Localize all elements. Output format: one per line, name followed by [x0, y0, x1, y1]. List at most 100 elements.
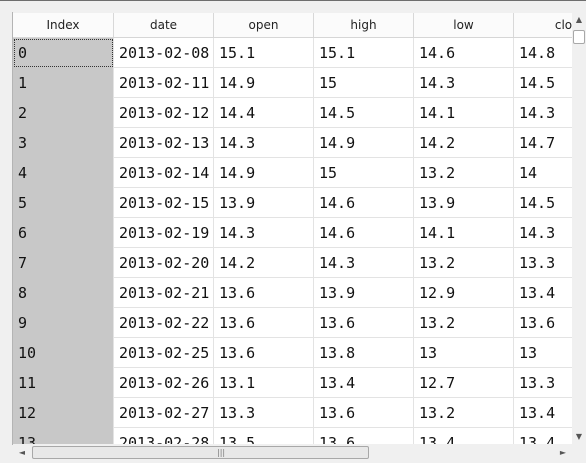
table-cell[interactable]: 14.2: [414, 128, 514, 158]
table-cell[interactable]: 15: [314, 68, 414, 98]
table-cell[interactable]: 13.9: [214, 188, 314, 218]
row-index-cell[interactable]: 7: [13, 248, 114, 278]
table-cell[interactable]: 14.9: [314, 128, 414, 158]
table-cell[interactable]: 14.8: [514, 38, 572, 68]
table-cell[interactable]: 14.5: [314, 98, 414, 128]
vertical-scrollbar[interactable]: ▲ ▼: [572, 13, 586, 444]
table-cell[interactable]: 13.2: [414, 308, 514, 338]
table-row[interactable]: 7 2013-02-20 14.2 14.3 13.2 13.3: [13, 248, 572, 278]
table-cell[interactable]: 14.6: [314, 218, 414, 248]
table-cell[interactable]: 14.3: [214, 128, 314, 158]
table-row[interactable]: 13 2013-02-28 13.5 13.6 13.4 13.4: [13, 428, 572, 444]
table-row[interactable]: 1 2013-02-11 14.9 15 14.3 14.5: [13, 68, 572, 98]
table-cell[interactable]: 13.5: [214, 428, 314, 444]
table-cell[interactable]: 13.4: [314, 368, 414, 398]
table-cell[interactable]: 2013-02-12: [114, 98, 214, 128]
row-index-cell[interactable]: 6: [13, 218, 114, 248]
table-cell[interactable]: 13.6: [214, 338, 314, 368]
table-cell[interactable]: 13.4: [514, 398, 572, 428]
table-cell[interactable]: 13.9: [314, 278, 414, 308]
table-cell[interactable]: 14.1: [414, 98, 514, 128]
row-index-cell[interactable]: 1: [13, 68, 114, 98]
scroll-left-arrow-icon[interactable]: ◄: [18, 448, 26, 457]
vertical-scroll-thumb[interactable]: [573, 30, 585, 44]
row-index-cell[interactable]: 4: [13, 158, 114, 188]
table-cell[interactable]: 2013-02-15: [114, 188, 214, 218]
data-table[interactable]: Index date open high low clo 0 2013-02-08 15.1 1…: [13, 13, 572, 444]
table-row[interactable]: 6 2013-02-19 14.3 14.6 14.1 14.3: [13, 218, 572, 248]
row-index-cell[interactable]: 0: [13, 38, 114, 68]
table-cell[interactable]: 13.6: [314, 308, 414, 338]
table-row[interactable]: 3 2013-02-13 14.3 14.9 14.2 14.7: [13, 128, 572, 158]
table-cell[interactable]: 2013-02-27: [114, 398, 214, 428]
table-cell[interactable]: 14.6: [314, 188, 414, 218]
scroll-down-arrow-icon[interactable]: ▼: [575, 432, 583, 441]
table-cell[interactable]: 14.2: [214, 248, 314, 278]
table-cell[interactable]: 14.9: [214, 68, 314, 98]
table-cell[interactable]: 13.6: [314, 398, 414, 428]
column-header[interactable]: open: [214, 13, 314, 37]
horizontal-scroll-thumb[interactable]: |||: [32, 446, 369, 459]
table-cell[interactable]: 14.3: [514, 218, 572, 248]
column-header[interactable]: clo: [514, 13, 572, 37]
table-cell[interactable]: 15.1: [214, 38, 314, 68]
table-cell[interactable]: 14.6: [414, 38, 514, 68]
row-index-cell[interactable]: 10: [13, 338, 114, 368]
table-cell[interactable]: 12.7: [414, 368, 514, 398]
table-cell[interactable]: 13.2: [414, 158, 514, 188]
horizontal-scrollbar[interactable]: ◄ ||| ►: [13, 444, 572, 461]
table-row[interactable]: 9 2013-02-22 13.6 13.6 13.2 13.6: [13, 308, 572, 338]
table-cell[interactable]: 2013-02-11: [114, 68, 214, 98]
table-cell[interactable]: 15: [314, 158, 414, 188]
column-header[interactable]: high: [314, 13, 414, 37]
table-cell[interactable]: 13.2: [414, 398, 514, 428]
row-index-cell[interactable]: 12: [13, 398, 114, 428]
table-row[interactable]: 2 2013-02-12 14.4 14.5 14.1 14.3: [13, 98, 572, 128]
table-row[interactable]: 0 2013-02-08 15.1 15.1 14.6 14.8: [13, 38, 572, 68]
table-cell[interactable]: 13.1: [214, 368, 314, 398]
column-header[interactable]: Index: [13, 13, 114, 37]
table-cell[interactable]: 13.3: [514, 368, 572, 398]
table-cell[interactable]: 13.6: [514, 308, 572, 338]
table-cell[interactable]: 14: [514, 158, 572, 188]
table-cell[interactable]: 2013-02-28: [114, 428, 214, 444]
table-cell[interactable]: 2013-02-25: [114, 338, 214, 368]
table-row[interactable]: 11 2013-02-26 13.1 13.4 12.7 13.3: [13, 368, 572, 398]
row-index-cell[interactable]: 5: [13, 188, 114, 218]
table-cell[interactable]: 15.1: [314, 38, 414, 68]
table-row[interactable]: 12 2013-02-27 13.3 13.6 13.2 13.4: [13, 398, 572, 428]
table-cell[interactable]: 14.5: [514, 188, 572, 218]
table-cell[interactable]: 13: [414, 338, 514, 368]
table-cell[interactable]: 13.3: [214, 398, 314, 428]
table-cell[interactable]: 14.3: [514, 98, 572, 128]
table-cell[interactable]: 2013-02-19: [114, 218, 214, 248]
row-index-cell[interactable]: 13: [13, 428, 114, 444]
table-cell[interactable]: 13.8: [314, 338, 414, 368]
table-cell[interactable]: 2013-02-21: [114, 278, 214, 308]
column-header[interactable]: low: [414, 13, 514, 37]
table-cell[interactable]: 12.9: [414, 278, 514, 308]
row-index-cell[interactable]: 3: [13, 128, 114, 158]
column-header[interactable]: date: [114, 13, 214, 37]
scroll-up-arrow-icon[interactable]: ▲: [575, 15, 583, 24]
table-cell[interactable]: 14.3: [414, 68, 514, 98]
table-cell[interactable]: 2013-02-13: [114, 128, 214, 158]
table-cell[interactable]: 13.3: [514, 248, 572, 278]
scroll-right-arrow-icon[interactable]: ►: [559, 448, 567, 457]
table-cell[interactable]: 2013-02-20: [114, 248, 214, 278]
table-cell[interactable]: 14.4: [214, 98, 314, 128]
row-index-cell[interactable]: 8: [13, 278, 114, 308]
table-cell[interactable]: 14.1: [414, 218, 514, 248]
table-cell[interactable]: 13.4: [414, 428, 514, 444]
table-cell[interactable]: 13.2: [414, 248, 514, 278]
table-cell[interactable]: 14.9: [214, 158, 314, 188]
table-cell[interactable]: 13.6: [214, 308, 314, 338]
table-cell[interactable]: 14.3: [314, 248, 414, 278]
table-cell[interactable]: 14.7: [514, 128, 572, 158]
table-cell[interactable]: 2013-02-08: [114, 38, 214, 68]
table-cell[interactable]: 13.4: [514, 428, 572, 444]
table-cell[interactable]: 2013-02-14: [114, 158, 214, 188]
table-cell[interactable]: 13.6: [214, 278, 314, 308]
table-cell[interactable]: 13.9: [414, 188, 514, 218]
table-row[interactable]: 10 2013-02-25 13.6 13.8 13 13: [13, 338, 572, 368]
